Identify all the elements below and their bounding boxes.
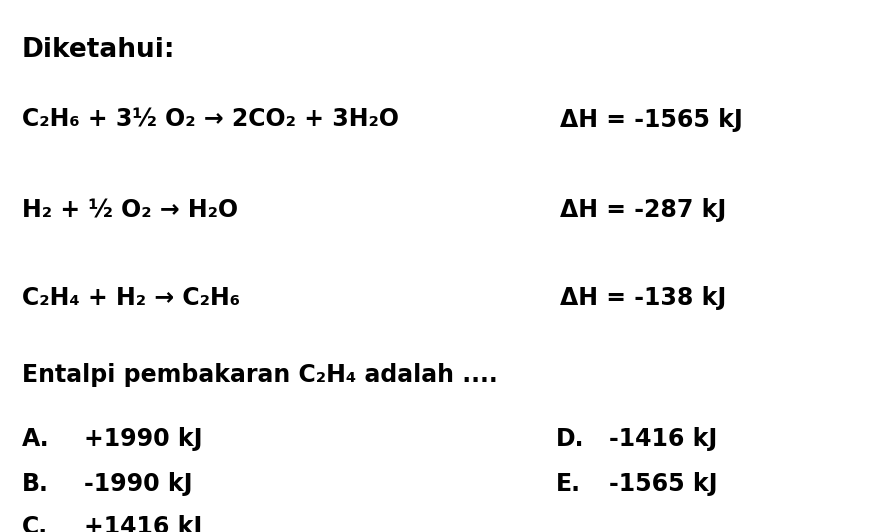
Text: A.: A. [22, 427, 49, 451]
Text: D.: D. [556, 427, 584, 451]
Text: +1990 kJ: +1990 kJ [84, 427, 202, 451]
Text: E.: E. [556, 472, 580, 496]
Text: Diketahui:: Diketahui: [22, 37, 176, 63]
Text: -1990 kJ: -1990 kJ [84, 472, 192, 496]
Text: C.: C. [22, 514, 49, 532]
Text: +1416 kJ: +1416 kJ [84, 514, 202, 532]
Text: -1416 kJ: -1416 kJ [609, 427, 717, 451]
Text: B.: B. [22, 472, 49, 496]
Text: C₂H₄ + H₂ → C₂H₆: C₂H₄ + H₂ → C₂H₆ [22, 286, 240, 310]
Text: ΔH = -138 kJ: ΔH = -138 kJ [560, 286, 726, 310]
Text: Entalpi pembakaran C₂H₄ adalah ....: Entalpi pembakaran C₂H₄ adalah .... [22, 363, 497, 387]
Text: H₂ + ½ O₂ → H₂O: H₂ + ½ O₂ → H₂O [22, 198, 238, 222]
Text: ΔH = -1565 kJ: ΔH = -1565 kJ [560, 107, 743, 132]
Text: C₂H₆ + 3½ O₂ → 2CO₂ + 3H₂O: C₂H₆ + 3½ O₂ → 2CO₂ + 3H₂O [22, 107, 399, 132]
Text: ΔH = -287 kJ: ΔH = -287 kJ [560, 198, 726, 222]
Text: -1565 kJ: -1565 kJ [609, 472, 717, 496]
